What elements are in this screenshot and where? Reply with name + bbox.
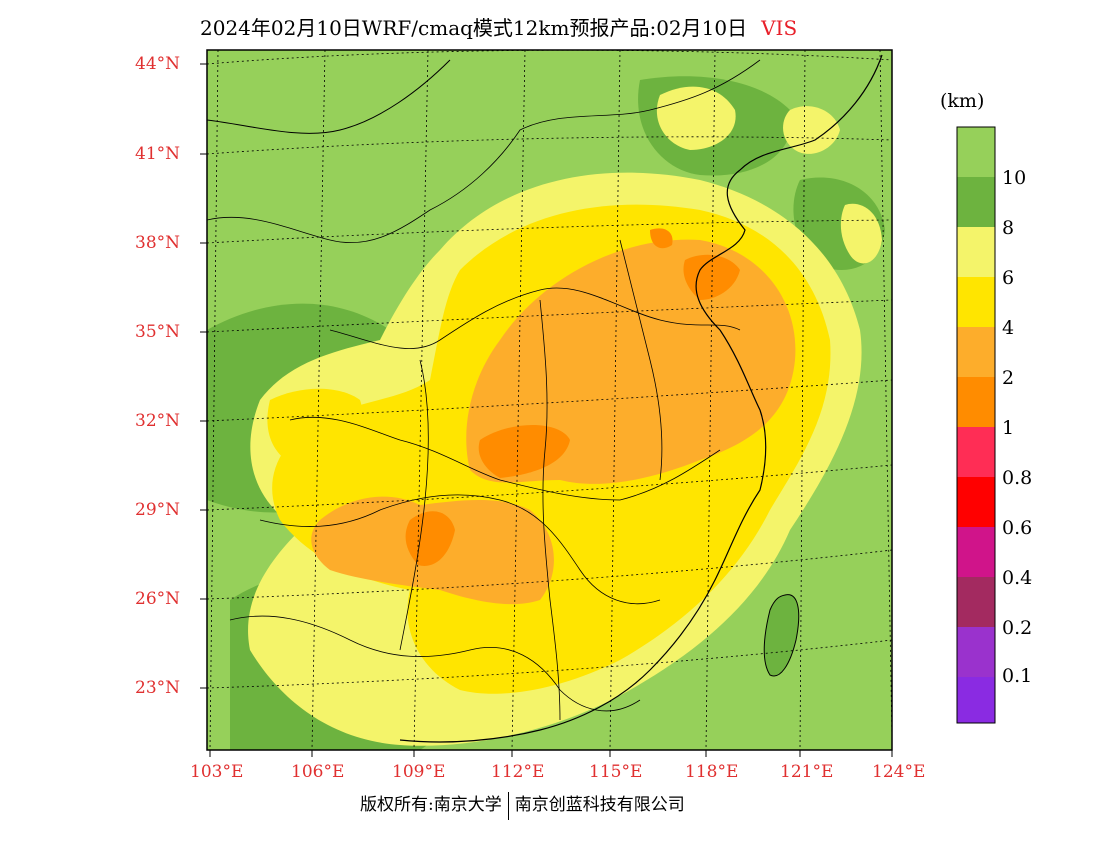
cb-label-0.6: 0.6 <box>1002 517 1033 539</box>
province-border-6 <box>539 299 561 721</box>
border-north <box>207 59 451 134</box>
cb-label-8: 8 <box>1002 217 1015 239</box>
map-title: 2024年02月10日WRF/cmaq模式12km预报产品:02月10日 VIS <box>200 12 797 41</box>
cb-label-6: 6 <box>1002 267 1015 289</box>
coastline <box>399 54 883 743</box>
zone-4-6-sichuan <box>267 388 363 470</box>
graticule <box>207 50 892 750</box>
province-border-5 <box>229 615 641 712</box>
lat-label-38: 38°N <box>135 233 181 253</box>
cb-label-0.2: 0.2 <box>1002 617 1033 639</box>
lat-label-32: 32°N <box>135 411 181 431</box>
zone-6-8-korea <box>840 203 882 264</box>
cb-frame <box>956 126 996 724</box>
province-border-3 <box>289 416 721 501</box>
variable-label: VIS <box>761 16 798 40</box>
cb-label-0.8: 0.8 <box>1002 467 1033 489</box>
lat-label-44: 44°N <box>135 54 181 74</box>
cb-label-4: 4 <box>1002 317 1015 339</box>
lat-label-41: 41°N <box>135 144 181 164</box>
lon-label-118: 118°E <box>685 762 739 782</box>
lon-label-103: 103°E <box>190 762 244 782</box>
cb-label-2: 2 <box>1002 367 1015 389</box>
cb-swatch-10 <box>957 627 995 677</box>
zone-2-4-north <box>466 239 796 484</box>
cb-label-0.1: 0.1 <box>1002 665 1033 687</box>
cb-swatch-11 <box>957 677 995 723</box>
cb-swatch-2 <box>957 227 995 277</box>
cb-swatch-3 <box>957 277 995 327</box>
cb-label-0.4: 0.4 <box>1002 567 1033 589</box>
province-border-7 <box>619 239 663 481</box>
footer-separator <box>507 791 509 820</box>
copyright-left: 版权所有:南京大学 <box>360 795 502 815</box>
lat-label-29: 29°N <box>135 500 181 520</box>
taiwan-island <box>763 594 800 677</box>
cb-swatch-6 <box>957 427 995 477</box>
cb-swatch-5 <box>957 377 995 427</box>
lon-label-124: 124°E <box>872 762 926 782</box>
province-border-8 <box>399 359 429 651</box>
province-border-2 <box>329 287 741 349</box>
title-text: 2024年02月10日WRF/cmaq模式12km预报产品:02月10日 <box>200 16 748 40</box>
cb-swatch-7 <box>957 477 995 527</box>
copyright-footer: 版权所有:南京大学 南京创蓝科技有限公司 <box>360 790 685 820</box>
cb-swatch-1 <box>957 177 995 227</box>
lon-label-112: 112°E <box>491 762 545 782</box>
map-frame <box>206 49 893 751</box>
tick-marks <box>200 63 893 757</box>
cb-swatch-9 <box>957 577 995 627</box>
zone-1-2-hebei <box>650 228 673 249</box>
colorbar-unit: (km) <box>940 90 985 112</box>
lon-label-109: 109°E <box>392 762 446 782</box>
copyright-right: 南京创蓝科技有限公司 <box>514 795 685 815</box>
cb-swatch-8 <box>957 527 995 577</box>
province-border-4 <box>259 494 661 604</box>
colorbar <box>956 126 996 724</box>
province-border-1 <box>207 59 761 244</box>
zone-6-8-liaoning <box>783 106 840 154</box>
lat-label-23: 23°N <box>135 678 181 698</box>
cb-swatch-0 <box>957 127 995 177</box>
zone-1-2-hubei <box>478 425 570 478</box>
lon-label-106: 106°E <box>291 762 345 782</box>
cb-label-10: 10 <box>1002 167 1027 189</box>
cb-label-1: 1 <box>1002 417 1015 439</box>
lat-label-26: 26°N <box>135 589 181 609</box>
zone-1-2-shandong <box>683 254 740 300</box>
lon-label-121: 121°E <box>780 762 834 782</box>
cb-swatch-4 <box>957 327 995 377</box>
lat-label-35: 35°N <box>135 322 181 342</box>
lon-label-115: 115°E <box>589 762 643 782</box>
